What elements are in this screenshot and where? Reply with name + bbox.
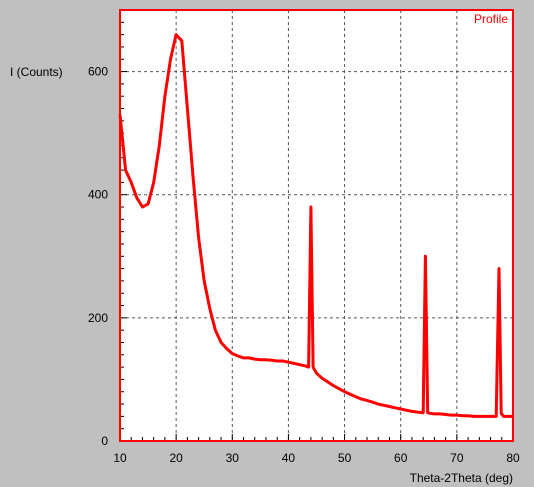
y-tick-label: 200 — [88, 311, 108, 325]
x-tick-label: 20 — [169, 451, 183, 465]
x-tick-label: 80 — [506, 451, 520, 465]
x-tick-label: 40 — [282, 451, 296, 465]
tick-labels: 10 20 30 40 50 60 70 80 0 200 400 600 — [88, 65, 520, 465]
x-tick-label: 60 — [394, 451, 408, 465]
plot-background — [120, 10, 513, 441]
x-tick-label: 50 — [338, 451, 352, 465]
y-tick-label: 400 — [88, 188, 108, 202]
y-tick-label: 0 — [101, 434, 108, 448]
x-axis-label: Theta-2Theta (deg) — [410, 471, 513, 485]
series-line-profile — [118, 33, 513, 418]
legend-label: Profile — [474, 12, 508, 26]
y-axis-label: I (Counts) — [10, 65, 63, 79]
plot-frame — [119, 9, 514, 442]
x-tick-label: 70 — [450, 451, 464, 465]
x-tick-label: 30 — [226, 451, 240, 465]
x-tick-label: 10 — [113, 451, 127, 465]
y-tick-label: 600 — [88, 65, 108, 79]
series-layer — [118, 33, 513, 418]
